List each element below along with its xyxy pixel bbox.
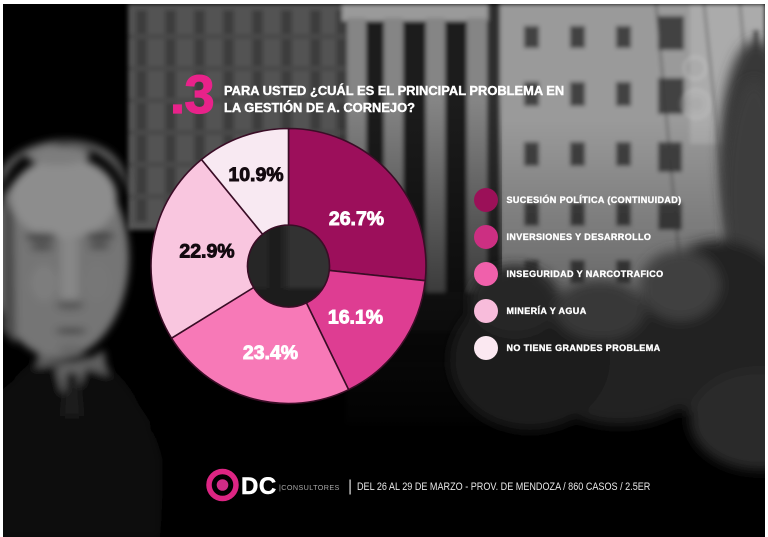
svg-text:23.4%: 23.4%: [243, 342, 298, 364]
svg-text:22.9%: 22.9%: [179, 241, 234, 263]
svg-text:26.7%: 26.7%: [329, 208, 384, 230]
svg-text:10.9%: 10.9%: [228, 164, 283, 186]
svg-text:16.1%: 16.1%: [328, 307, 383, 329]
